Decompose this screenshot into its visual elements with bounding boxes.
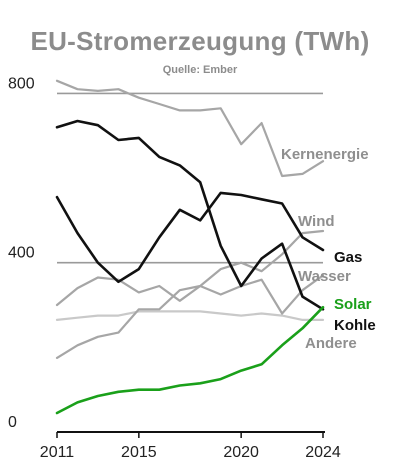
series-label-solar: Solar (334, 296, 372, 313)
series-line-andere (55, 310, 325, 321)
y-tick-label: 400 (8, 245, 35, 262)
series-line-wasser (55, 274, 325, 315)
series-line-solar (55, 305, 325, 415)
series-line-gas (55, 191, 325, 284)
chart-source: Quelle: Ember (162, 64, 238, 76)
series-label-andere: Andere (305, 335, 357, 352)
x-tick-label: 2020 (223, 444, 259, 461)
series-label-gas: Gas (334, 249, 362, 266)
series-line-kernenergie (55, 79, 325, 178)
series-line-wind (55, 229, 325, 359)
x-tick-label: 2011 (40, 444, 75, 461)
series-label-wind: Wind (298, 213, 335, 230)
chart-title: EU-Stromerzeugung (TWh) (30, 26, 370, 56)
y-tick-label: 800 (8, 75, 35, 92)
x-tick-label: 2024 (305, 444, 341, 461)
series-label-kernenergie: Kernenergie (281, 146, 369, 163)
x-tick-label: 2015 (121, 444, 157, 461)
series-line-kohle (55, 119, 325, 311)
series-label-kohle: Kohle (334, 317, 376, 334)
series-label-wasser: Wasser (298, 268, 351, 285)
y-tick-label: 0 (8, 414, 17, 431)
